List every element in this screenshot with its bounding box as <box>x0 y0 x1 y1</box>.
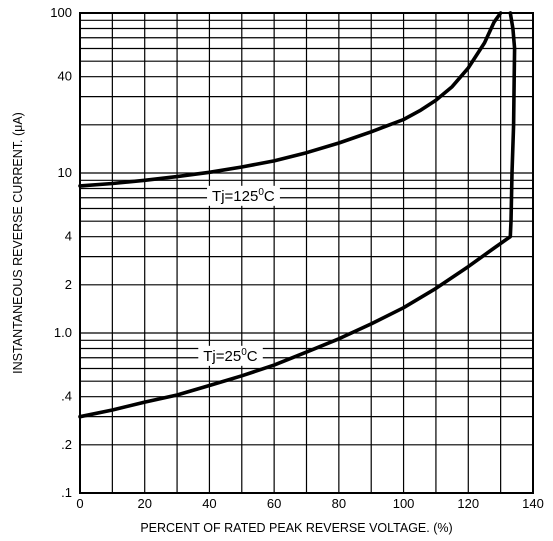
x-tick-label: 120 <box>457 496 479 511</box>
y-tick-label: .4 <box>61 389 72 404</box>
series-lines <box>78 11 517 419</box>
y-tick-label: 2 <box>65 277 72 292</box>
series-label-1: Tj=1250C <box>207 185 280 206</box>
y-tick-label: 10 <box>58 165 72 180</box>
y-tick-label: 100 <box>50 5 72 20</box>
x-tick-label: 0 <box>76 496 83 511</box>
y-tick-label: 4 <box>65 229 72 244</box>
svg-text:Tj=1250C: Tj=1250C <box>212 187 275 205</box>
x-tick-label: 80 <box>332 496 346 511</box>
x-axis-title: PERCENT OF RATED PEAK REVERSE VOLTAGE. (… <box>140 521 452 535</box>
y-tick-labels: .1 .2 .4 1.0 2 4 10 40 100 <box>50 5 72 500</box>
x-tick-label: 140 <box>522 496 544 511</box>
plot-frame <box>79 12 534 494</box>
svg-text:Tj=250C: Tj=250C <box>203 347 258 365</box>
y-tick-label: .2 <box>61 437 72 452</box>
x-tick-label: 40 <box>202 496 216 511</box>
series-line-1 <box>78 11 503 188</box>
y-tick-label: 40 <box>58 69 72 84</box>
series-line-2 <box>78 11 517 419</box>
y-tick-label: 1.0 <box>54 325 72 340</box>
x-tick-label: 60 <box>267 496 281 511</box>
series-label-2: Tj=250C <box>198 345 263 366</box>
x-tick-labels: 0 20 40 60 80 100 120 140 <box>76 496 543 511</box>
annotations: Tj=1250C Tj=250C <box>198 185 280 366</box>
grid-lines <box>80 13 533 493</box>
y-axis-title: INSTANTANEOUS REVERSE CURRENT. (μA) <box>11 112 25 374</box>
x-tick-label: 100 <box>393 496 415 511</box>
x-tick-label: 20 <box>137 496 151 511</box>
y-tick-label: .1 <box>61 485 72 500</box>
